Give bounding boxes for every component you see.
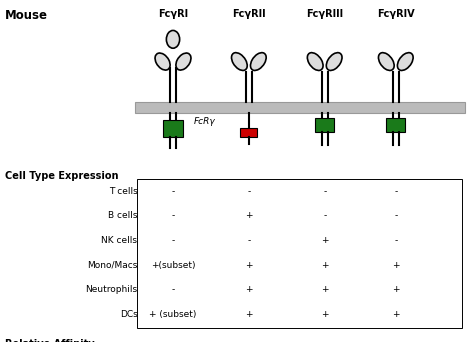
Text: +: + [245,211,253,220]
Text: Relative Affinity: Relative Affinity [5,339,94,342]
Ellipse shape [397,53,413,70]
Bar [135,102,465,113]
Text: FcγRI: FcγRI [158,9,188,18]
Text: Mouse: Mouse [5,9,48,22]
Ellipse shape [166,30,180,48]
Bar [386,118,405,132]
Text: +: + [321,310,328,319]
Text: FcγRIII: FcγRIII [306,9,343,18]
Text: T cells: T cells [109,187,137,196]
Text: DCs: DCs [120,310,137,319]
Bar [315,118,334,132]
Text: -: - [323,187,326,196]
Text: +: + [321,236,328,245]
Text: -: - [323,211,326,220]
Ellipse shape [155,53,170,70]
Text: -: - [394,236,397,245]
Text: +: + [321,261,328,269]
Text: -: - [172,236,174,245]
Text: +(subset): +(subset) [151,261,195,269]
Bar [137,179,462,328]
Text: -: - [172,285,174,294]
Ellipse shape [378,53,394,70]
Text: +: + [392,285,400,294]
Text: Neutrophils: Neutrophils [85,285,137,294]
Text: FcRγ: FcRγ [194,117,216,126]
Text: Mono/Macs: Mono/Macs [87,261,137,269]
Ellipse shape [250,53,266,70]
Bar [163,120,183,137]
Bar [240,128,257,137]
Text: +: + [245,261,253,269]
Text: + (subset): + (subset) [149,310,197,319]
Text: -: - [394,187,397,196]
Text: FcγRII: FcγRII [232,9,265,18]
Text: -: - [247,236,250,245]
Text: -: - [247,187,250,196]
Text: +: + [392,261,400,269]
Ellipse shape [326,53,342,70]
Text: +: + [392,310,400,319]
Ellipse shape [231,53,247,70]
Text: -: - [172,211,174,220]
Text: +: + [321,285,328,294]
Text: B cells: B cells [108,211,137,220]
Text: -: - [394,211,397,220]
Ellipse shape [307,53,323,70]
Text: NK cells: NK cells [101,236,137,245]
Text: Cell Type Expression: Cell Type Expression [5,171,118,181]
Text: FcγRIV: FcγRIV [377,9,415,18]
Text: +: + [245,285,253,294]
Text: +: + [245,310,253,319]
Text: -: - [172,187,174,196]
Ellipse shape [176,53,191,70]
